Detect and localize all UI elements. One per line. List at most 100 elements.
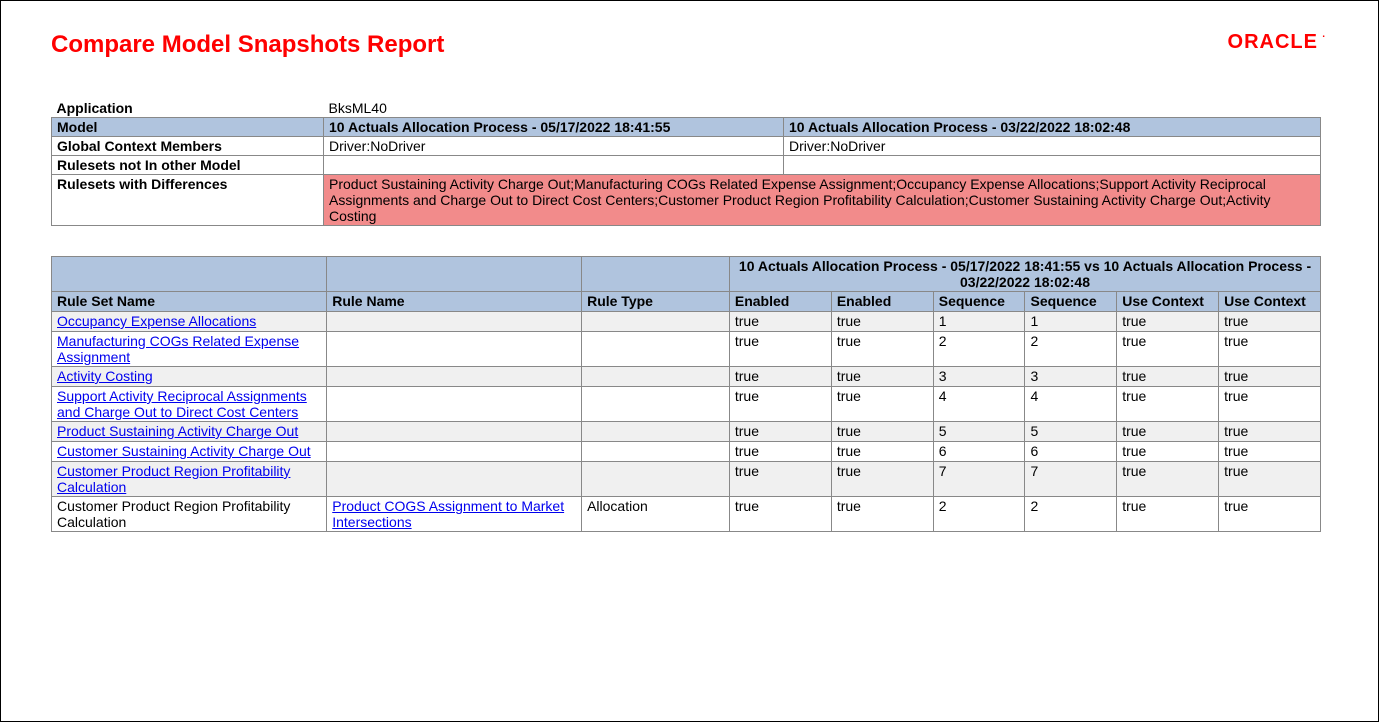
- cell-enabled-1: true: [729, 497, 831, 532]
- cell-rule-type: [582, 462, 730, 497]
- cell-enabled-1: true: [729, 462, 831, 497]
- cell-rule-set: Customer Sustaining Activity Charge Out: [52, 442, 327, 462]
- cell-use-context-2: true: [1219, 312, 1321, 332]
- cell-rule-type: [582, 422, 730, 442]
- col-sequence-2: Sequence: [1025, 292, 1117, 312]
- report-page: Compare Model Snapshots Report ORACLE Ap…: [0, 0, 1379, 722]
- rule-set-link[interactable]: Occupancy Expense Allocations: [57, 313, 256, 329]
- col-enabled-1: Enabled: [729, 292, 831, 312]
- cell-enabled-1: true: [729, 442, 831, 462]
- cell-rule-name: [327, 442, 582, 462]
- cell-sequence-1: 7: [933, 462, 1025, 497]
- cell-use-context-2: true: [1219, 442, 1321, 462]
- cell-enabled-1: true: [729, 332, 831, 367]
- cell-sequence-2: 6: [1025, 442, 1117, 462]
- cell-use-context-2: true: [1219, 332, 1321, 367]
- col-sequence-1: Sequence: [933, 292, 1025, 312]
- cell-rule-type: [582, 312, 730, 332]
- col-use-context-2: Use Context: [1219, 292, 1321, 312]
- cell-use-context-2: true: [1219, 367, 1321, 387]
- rule-set-link[interactable]: Customer Sustaining Activity Charge Out: [57, 443, 311, 459]
- rulesets-diff-value: Product Sustaining Activity Charge Out;M…: [324, 175, 1321, 226]
- col-rule-set-name: Rule Set Name: [52, 292, 327, 312]
- blank-header-2: [327, 257, 582, 292]
- table-row: Product Sustaining Activity Charge Out tr…: [52, 422, 1321, 442]
- table-row: Customer Product Region Profitability Ca…: [52, 497, 1321, 532]
- cell-use-context-1: true: [1117, 442, 1219, 462]
- cell-sequence-1: 6: [933, 442, 1025, 462]
- cell-rule-name: [327, 462, 582, 497]
- cell-rule-type: [582, 442, 730, 462]
- global-context-a: Driver:NoDriver: [324, 137, 784, 156]
- cell-enabled-2: true: [831, 442, 933, 462]
- table-row: Support Activity Reciprocal Assignments …: [52, 387, 1321, 422]
- cell-sequence-2: 3: [1025, 367, 1117, 387]
- cell-sequence-1: 2: [933, 497, 1025, 532]
- cell-sequence-1: 5: [933, 422, 1025, 442]
- global-context-label: Global Context Members: [52, 137, 324, 156]
- cell-rule-name: [327, 332, 582, 367]
- table-row: Occupancy Expense Allocationstruetrue11t…: [52, 312, 1321, 332]
- cell-enabled-2: true: [831, 312, 933, 332]
- rule-set-link[interactable]: Product Sustaining Activity Charge Out: [57, 423, 298, 439]
- cell-rule-name: Product COGS Assignment to Market Inters…: [327, 497, 582, 532]
- cell-rule-set: Manufacturing COGs Related Expense Assig…: [52, 332, 327, 367]
- col-enabled-2: Enabled: [831, 292, 933, 312]
- comparison-body: Occupancy Expense Allocationstruetrue11t…: [52, 312, 1321, 532]
- cell-use-context-1: true: [1117, 312, 1219, 332]
- cell-use-context-1: true: [1117, 367, 1219, 387]
- cell-rule-name: [327, 312, 582, 332]
- cell-rule-name: [327, 387, 582, 422]
- cell-sequence-2: 2: [1025, 497, 1117, 532]
- rulesets-not-b: [784, 156, 1321, 175]
- application-row: Application BksML40: [52, 99, 1321, 118]
- oracle-logo: ORACLE: [1228, 31, 1328, 54]
- cell-sequence-1: 4: [933, 387, 1025, 422]
- cell-enabled-1: true: [729, 387, 831, 422]
- comparison-table: 10 Actuals Allocation Process - 05/17/20…: [51, 256, 1321, 532]
- rule-set-link[interactable]: Support Activity Reciprocal Assignments …: [57, 388, 307, 420]
- compare-header: 10 Actuals Allocation Process - 05/17/20…: [729, 257, 1320, 292]
- rule-set-link[interactable]: Manufacturing COGs Related Expense Assig…: [57, 333, 299, 365]
- cell-sequence-2: 7: [1025, 462, 1117, 497]
- cell-sequence-1: 2: [933, 332, 1025, 367]
- cell-rule-set: Customer Product Region Profitability Ca…: [52, 462, 327, 497]
- cell-rule-set: Product Sustaining Activity Charge Out: [52, 422, 327, 442]
- rulesets-not-label: Rulesets not In other Model: [52, 156, 324, 175]
- cell-rule-type: [582, 387, 730, 422]
- report-title: Compare Model Snapshots Report: [51, 31, 444, 59]
- rulesets-not-a: [324, 156, 784, 175]
- cell-sequence-1: 1: [933, 312, 1025, 332]
- cell-enabled-1: true: [729, 312, 831, 332]
- cell-rule-type: Allocation: [582, 497, 730, 532]
- rule-name-link[interactable]: Product COGS Assignment to Market Inters…: [332, 498, 564, 530]
- cell-enabled-2: true: [831, 367, 933, 387]
- cell-sequence-2: 4: [1025, 387, 1117, 422]
- model-a: 10 Actuals Allocation Process - 05/17/20…: [324, 118, 784, 137]
- cell-enabled-2: true: [831, 387, 933, 422]
- cell-use-context-2: true: [1219, 462, 1321, 497]
- rule-set-link[interactable]: Customer Product Region Profitability Ca…: [57, 463, 290, 495]
- context-table: Application BksML40 Model 10 Actuals All…: [51, 99, 1321, 226]
- cell-use-context-2: true: [1219, 422, 1321, 442]
- rule-set-link[interactable]: Activity Costing: [57, 368, 153, 384]
- rulesets-not-row: Rulesets not In other Model: [52, 156, 1321, 175]
- cell-use-context-1: true: [1117, 422, 1219, 442]
- cell-sequence-2: 2: [1025, 332, 1117, 367]
- cell-enabled-2: true: [831, 462, 933, 497]
- global-context-row: Global Context Members Driver:NoDriver D…: [52, 137, 1321, 156]
- global-context-b: Driver:NoDriver: [784, 137, 1321, 156]
- cell-enabled-2: true: [831, 332, 933, 367]
- cell-sequence-2: 5: [1025, 422, 1117, 442]
- table-row: Customer Sustaining Activity Charge Out t…: [52, 442, 1321, 462]
- cell-sequence-1: 3: [933, 367, 1025, 387]
- model-row: Model 10 Actuals Allocation Process - 05…: [52, 118, 1321, 137]
- cell-rule-name: [327, 422, 582, 442]
- table-row: Activity Costingtruetrue33truetrue: [52, 367, 1321, 387]
- model-label: Model: [52, 118, 324, 137]
- cell-rule-type: [582, 367, 730, 387]
- cell-rule-set: Occupancy Expense Allocations: [52, 312, 327, 332]
- cell-use-context-2: true: [1219, 497, 1321, 532]
- model-b: 10 Actuals Allocation Process - 03/22/20…: [784, 118, 1321, 137]
- compare-header-row: 10 Actuals Allocation Process - 05/17/20…: [52, 257, 1321, 292]
